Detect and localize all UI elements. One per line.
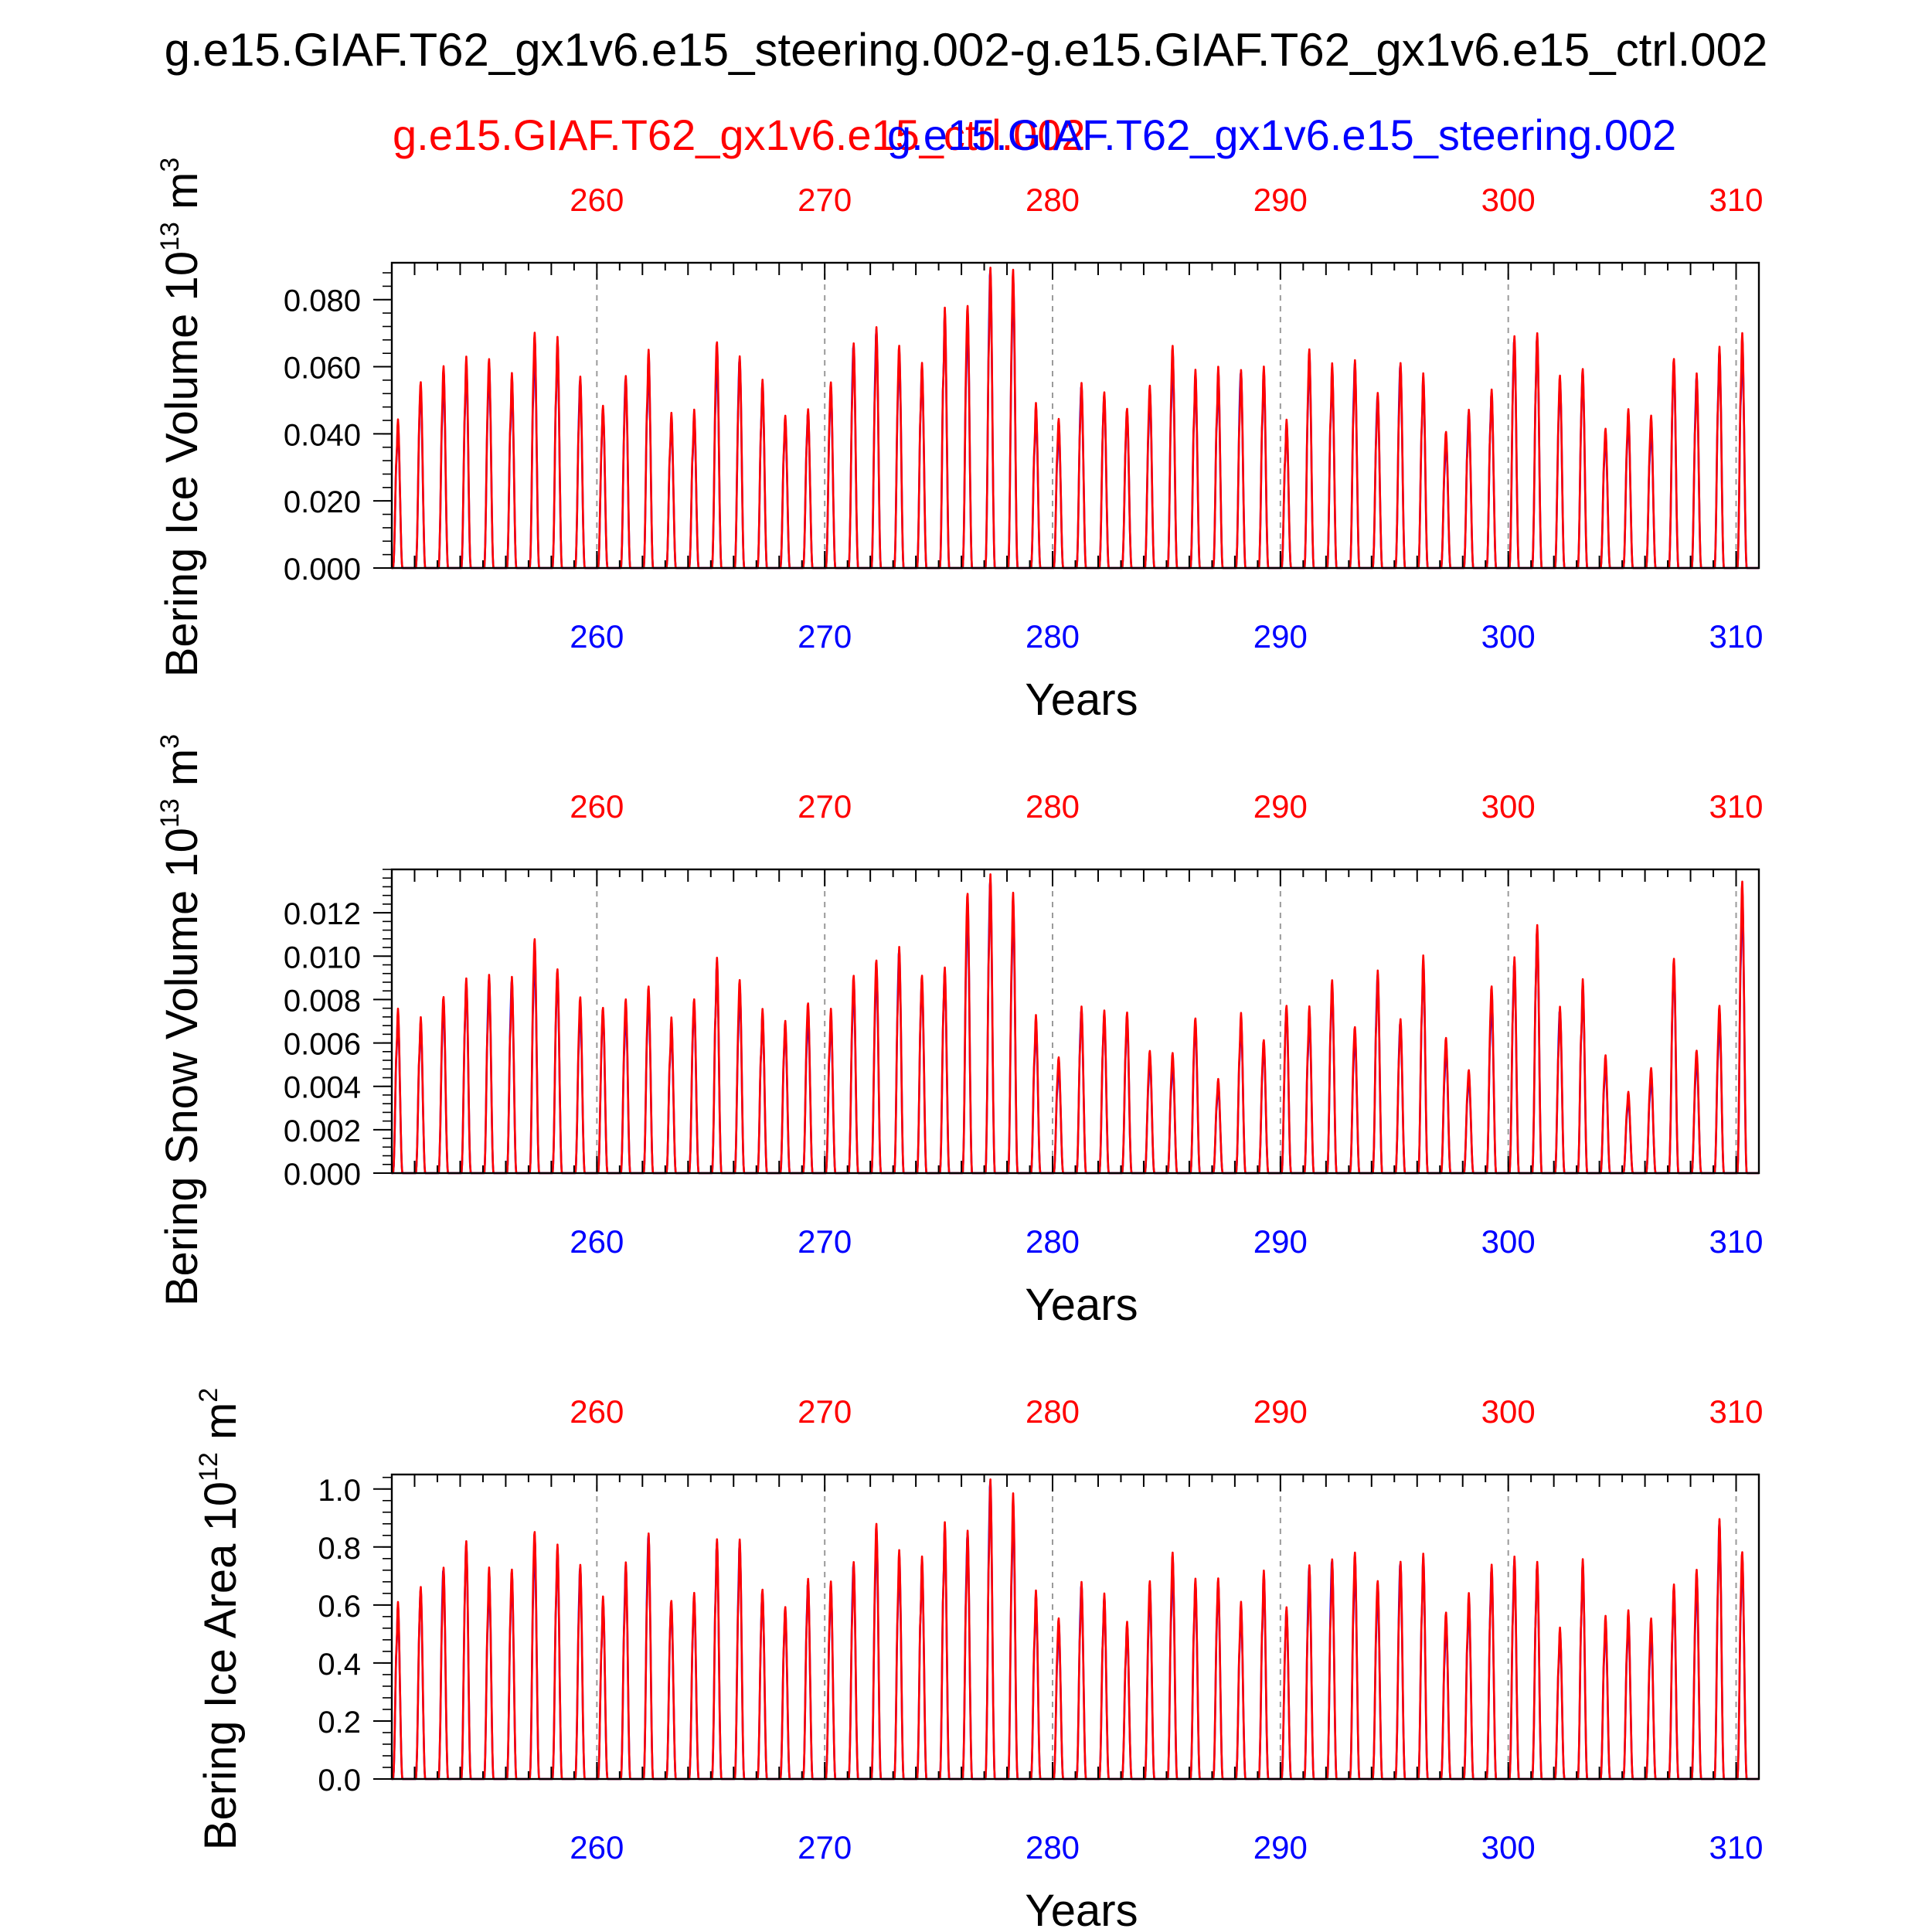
y-axis-unit-tail: m	[157, 172, 207, 209]
y-axis-unit-base: 10	[157, 828, 207, 878]
x-tick-label-top: 300	[1481, 788, 1536, 825]
y-tick-label: 0.000	[284, 1158, 361, 1192]
x-tick-label-top: 310	[1709, 788, 1763, 825]
legend-ctrl-label: g.e15.GIAF.T62_gx1v6.e15_ctrl.002	[393, 111, 1086, 159]
y-tick-label: 0.060	[284, 352, 361, 386]
y-axis-title: Bering Snow Volume 1013 m3	[155, 734, 207, 1306]
y-axis-unit-tail-exponent: 3	[155, 158, 185, 172]
y-tick-label: 0.000	[284, 553, 361, 587]
panel-ice-volume: 0.000 0.020 0.040 0.060 0.080 260 260 270 270 280…	[155, 158, 1764, 725]
y-tick-label: 0.006	[284, 1028, 361, 1062]
y-axis-title: Bering Ice Volume 1013 m3	[155, 158, 207, 678]
y-tick-label: 0.010	[284, 940, 361, 975]
x-tick-label-top: 270	[798, 1393, 852, 1430]
x-tick-label-bottom: 300	[1481, 1829, 1536, 1866]
x-tick-label-bottom: 270	[798, 1829, 852, 1866]
y-axis-unit-exponent: 12	[194, 1452, 223, 1481]
x-axis-title: Years	[1025, 675, 1138, 725]
y-axis-title-space	[157, 878, 207, 890]
y-axis-title-space	[196, 1440, 246, 1452]
x-tick-label-top: 280	[1026, 182, 1080, 218]
y-axis-unit-base: 10	[196, 1481, 246, 1532]
y-axis-unit-exponent: 13	[155, 222, 185, 251]
y-tick-label: 0.004	[284, 1071, 361, 1105]
x-tick-label-bottom: 270	[798, 618, 852, 655]
y-tick-label: 0.8	[318, 1532, 361, 1566]
y-tick-label: 0.020	[284, 485, 361, 519]
x-tick-label-bottom: 300	[1481, 618, 1536, 655]
y-tick-label: 0.6	[318, 1590, 361, 1624]
x-tick-label-bottom: 310	[1709, 1223, 1763, 1260]
y-axis-unit-base: 10	[157, 251, 207, 301]
panel-ice-area: 0.0 0.2 0.4 0.6 0.8 1.0 260 260 270 270 280 280 290 2…	[194, 1388, 1764, 1932]
x-tick-label-top: 260	[570, 1393, 624, 1430]
y-tick-label: 0.0	[318, 1764, 361, 1798]
x-tick-label-bottom: 280	[1026, 1829, 1080, 1866]
y-axis-title-name: Bering Snow Volume	[157, 890, 207, 1306]
x-tick-label-bottom: 310	[1709, 618, 1763, 655]
x-tick-label-bottom: 290	[1253, 1829, 1308, 1866]
y-axis-unit-tail: m	[157, 749, 207, 786]
y-axis-title-space	[157, 786, 207, 798]
x-tick-label-bottom: 260	[570, 1223, 624, 1260]
legend-steering-label: g.e15.GIAF.T62_gx1v6.e15_steering.002	[887, 111, 1677, 159]
x-tick-label-bottom: 280	[1026, 618, 1080, 655]
x-tick-label-top: 300	[1481, 182, 1536, 218]
x-tick-label-top: 290	[1253, 182, 1308, 218]
y-axis-unit-exponent: 13	[155, 798, 185, 828]
y-tick-label: 0.012	[284, 897, 361, 931]
x-tick-label-bottom: 280	[1026, 1223, 1080, 1260]
y-axis-title-name: Bering Ice Area	[196, 1543, 246, 1850]
x-axis-title: Years	[1025, 1886, 1138, 1932]
x-tick-label-top: 280	[1026, 788, 1080, 825]
x-tick-label-bottom: 260	[570, 618, 624, 655]
y-axis-title-name: Bering Ice Volume	[157, 314, 207, 678]
y-axis-unit-tail: m	[196, 1403, 246, 1440]
panel-snow-volume: 0.000 0.002 0.004 0.006 0.008 0.010 0.012 260 26…	[155, 734, 1764, 1330]
y-tick-label: 0.4	[318, 1648, 361, 1682]
x-tick-label-bottom: 300	[1481, 1223, 1536, 1260]
y-tick-label: 0.040	[284, 418, 361, 452]
x-tick-label-top: 280	[1026, 1393, 1080, 1430]
y-tick-label: 0.2	[318, 1706, 361, 1740]
x-tick-label-top: 310	[1709, 182, 1763, 218]
x-axis-title: Years	[1025, 1280, 1138, 1330]
x-tick-label-bottom: 290	[1253, 618, 1308, 655]
y-axis-title: Bering Ice Area 1012 m2	[194, 1388, 246, 1850]
x-tick-label-top: 310	[1709, 1393, 1763, 1430]
y-axis-unit-tail-exponent: 3	[155, 734, 185, 749]
x-tick-label-top: 290	[1253, 788, 1308, 825]
y-tick-label: 0.008	[284, 984, 361, 1018]
page-title: g.e15.GIAF.T62_gx1v6.e15_steering.002-g.…	[164, 24, 1768, 76]
x-tick-label-top: 260	[570, 788, 624, 825]
y-tick-label: 0.080	[284, 284, 361, 318]
x-tick-label-top: 290	[1253, 1393, 1308, 1430]
x-tick-label-top: 300	[1481, 1393, 1536, 1430]
x-tick-label-bottom: 260	[570, 1829, 624, 1866]
y-tick-label: 1.0	[318, 1474, 361, 1508]
y-axis-title-space	[196, 1532, 246, 1544]
y-axis-title-space	[157, 209, 207, 222]
y-axis-title-space	[157, 301, 207, 313]
y-tick-label: 0.002	[284, 1114, 361, 1148]
x-tick-label-bottom: 290	[1253, 1223, 1308, 1260]
x-tick-label-bottom: 270	[798, 1223, 852, 1260]
x-tick-label-top: 270	[798, 788, 852, 825]
y-axis-unit-tail-exponent: 2	[194, 1388, 223, 1403]
x-tick-label-bottom: 310	[1709, 1829, 1763, 1866]
x-tick-label-top: 270	[798, 182, 852, 218]
x-tick-label-top: 260	[570, 182, 624, 218]
